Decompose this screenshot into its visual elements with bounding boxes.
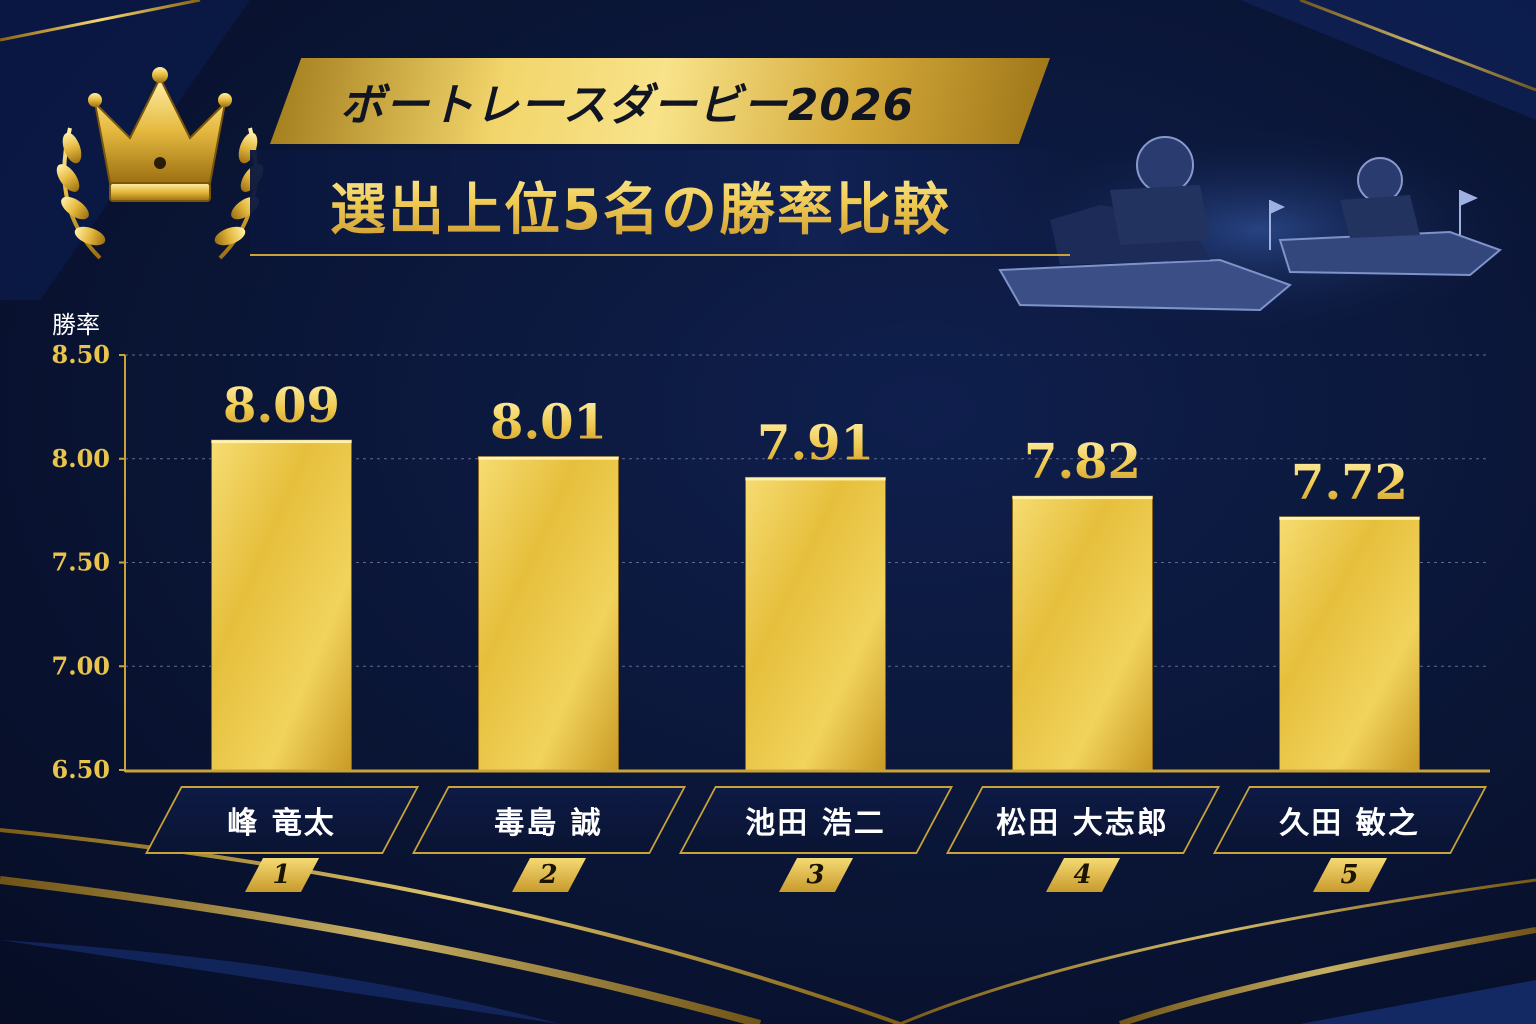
rank-badge: 4	[1055, 858, 1111, 892]
y-tick-label: 8.50	[52, 340, 110, 369]
crown-icon	[56, 67, 264, 260]
subtitle-panel	[250, 150, 1070, 256]
bar-value-label: 7.82	[1024, 434, 1141, 490]
bar	[745, 476, 886, 771]
rank-badge: 2	[521, 858, 577, 892]
bar	[1279, 516, 1420, 771]
rank-badge: 3	[788, 858, 844, 892]
category-label: 毒島 誠	[430, 786, 668, 854]
category-label: 松田 大志郎	[964, 786, 1202, 854]
y-tick-label: 7.50	[52, 548, 110, 577]
category-label: 池田 浩二	[697, 786, 935, 854]
category-label: 峰 竜太	[163, 786, 401, 854]
bar-highlight	[211, 440, 352, 444]
bar	[211, 439, 352, 771]
bar-highlight	[1279, 516, 1420, 520]
bar	[1012, 495, 1153, 771]
y-axis-label: 勝率	[52, 311, 100, 339]
rank-badge: 1	[254, 858, 310, 892]
page-title: ボートレースダービー2026	[340, 80, 915, 131]
bar-highlight	[478, 456, 619, 460]
laurel-icon	[56, 127, 264, 260]
bar-value-label: 7.72	[1291, 455, 1408, 511]
bar-value-label: 8.01	[490, 395, 607, 451]
bar-highlight	[1012, 496, 1153, 500]
y-tick-label: 6.50	[52, 755, 110, 784]
bar-value-label: 8.09	[223, 378, 340, 434]
y-tick-label: 7.00	[52, 651, 110, 680]
rank-badge: 5	[1322, 858, 1378, 892]
category-label: 久田 敏之	[1231, 786, 1469, 854]
page-subtitle: 選出上位5名の勝率比較	[330, 160, 1050, 250]
bar	[478, 456, 619, 771]
bar-value-label: 7.91	[757, 415, 874, 471]
title-banner	[270, 58, 1050, 144]
bar-highlight	[745, 477, 886, 481]
boat-race-image	[980, 120, 1520, 340]
y-tick-label: 8.00	[52, 444, 110, 473]
